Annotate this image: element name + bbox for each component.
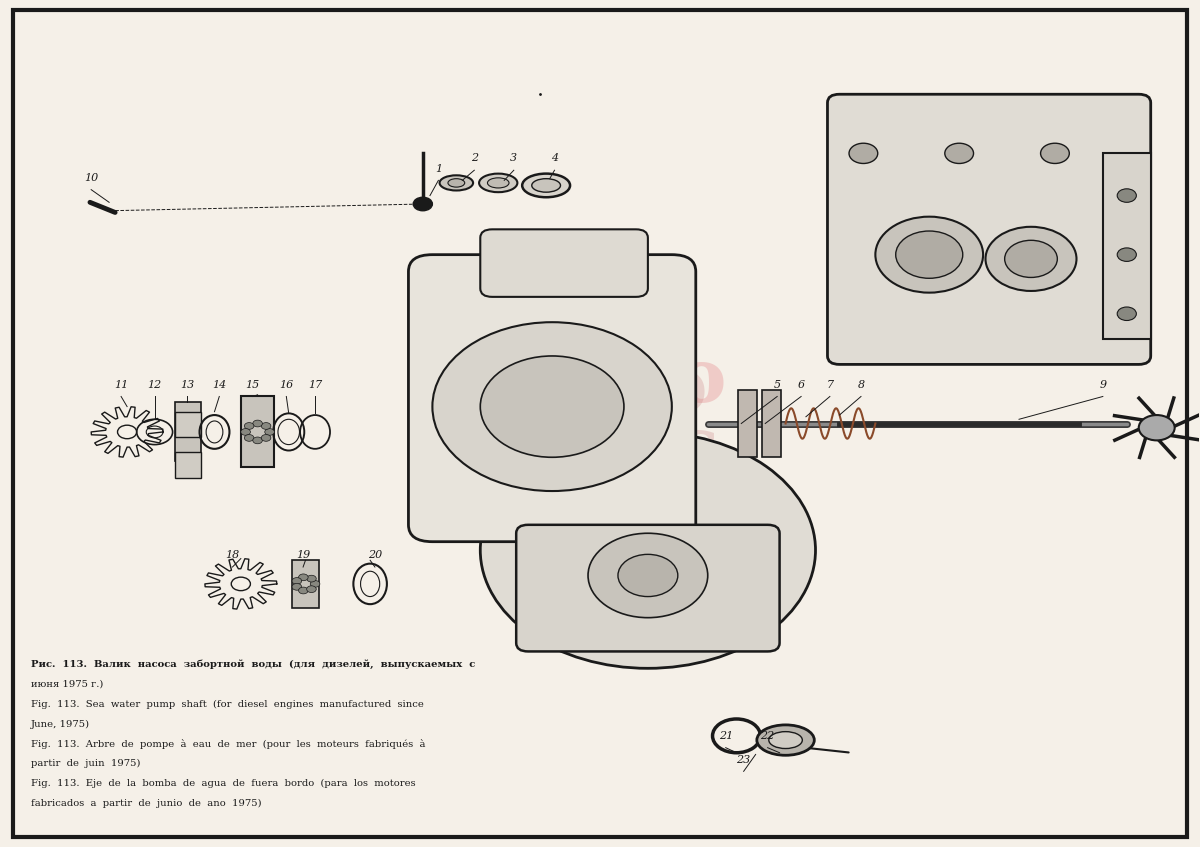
- Circle shape: [618, 554, 678, 596]
- Circle shape: [895, 231, 962, 279]
- Bar: [762, 390, 781, 457]
- Ellipse shape: [769, 732, 803, 749]
- Text: 7: 7: [827, 379, 834, 390]
- Circle shape: [985, 227, 1076, 291]
- Circle shape: [1117, 248, 1136, 262]
- Bar: [738, 390, 757, 457]
- Circle shape: [253, 420, 263, 427]
- Text: 8: 8: [858, 379, 864, 390]
- Circle shape: [262, 423, 271, 429]
- Text: 15: 15: [246, 379, 260, 390]
- Text: 5: 5: [774, 379, 781, 390]
- Circle shape: [299, 574, 308, 581]
- Circle shape: [1139, 415, 1175, 440]
- Text: пресс: пресс: [481, 413, 719, 484]
- FancyBboxPatch shape: [516, 525, 780, 651]
- Circle shape: [253, 437, 263, 444]
- Bar: [241, 396, 275, 468]
- Circle shape: [588, 534, 708, 617]
- Circle shape: [292, 584, 301, 590]
- Circle shape: [245, 435, 254, 441]
- Circle shape: [307, 575, 317, 582]
- Text: partir  de  juin  1975): partir de juin 1975): [31, 759, 140, 768]
- Text: 21: 21: [719, 731, 733, 741]
- Text: 3: 3: [510, 153, 517, 163]
- Text: Рис.  113.  Валик  насоса  забортной  воды  (для  дизелей,  выпускаемых  с: Рис. 113. Валик насоса забортной воды (д…: [31, 660, 475, 669]
- Circle shape: [299, 587, 308, 594]
- Text: 19: 19: [296, 551, 311, 560]
- Text: 16: 16: [280, 379, 294, 390]
- Ellipse shape: [439, 175, 473, 191]
- Text: 10: 10: [84, 173, 98, 183]
- Circle shape: [1117, 189, 1136, 202]
- Circle shape: [1040, 143, 1069, 163]
- Circle shape: [432, 322, 672, 491]
- Text: 2: 2: [470, 153, 478, 163]
- Text: 11: 11: [114, 379, 128, 390]
- Circle shape: [480, 432, 816, 668]
- Text: июня 1975 г.): июня 1975 г.): [31, 680, 103, 689]
- Text: 22: 22: [761, 731, 775, 741]
- Ellipse shape: [479, 174, 517, 192]
- Circle shape: [480, 356, 624, 457]
- Circle shape: [850, 143, 877, 163]
- Text: 13: 13: [180, 379, 194, 390]
- Bar: [1103, 153, 1151, 339]
- Text: 14: 14: [212, 379, 227, 390]
- Ellipse shape: [532, 179, 560, 192]
- Text: Fig.  113.  Eje  de  la  bomba  de  agua  de  fuera  bordo  (para  los  motores: Fig. 113. Eje de la bomba de agua de fue…: [31, 779, 416, 789]
- Circle shape: [875, 217, 983, 293]
- Text: 9: 9: [1099, 379, 1106, 390]
- Text: 20: 20: [367, 551, 382, 560]
- Bar: [293, 560, 319, 607]
- Circle shape: [307, 586, 317, 593]
- Text: 6: 6: [798, 379, 805, 390]
- Circle shape: [944, 143, 973, 163]
- Text: 12: 12: [148, 379, 162, 390]
- Text: 1: 1: [434, 163, 442, 174]
- Ellipse shape: [522, 174, 570, 197]
- Text: 17: 17: [308, 379, 322, 390]
- Text: 4: 4: [551, 153, 558, 163]
- Bar: [175, 402, 202, 462]
- Ellipse shape: [757, 725, 815, 756]
- Ellipse shape: [448, 179, 464, 187]
- Text: Техно: Техно: [445, 352, 707, 428]
- Circle shape: [1117, 307, 1136, 320]
- Text: June, 1975): June, 1975): [31, 720, 90, 728]
- Ellipse shape: [487, 178, 509, 188]
- Circle shape: [245, 423, 254, 429]
- Circle shape: [265, 429, 275, 435]
- FancyBboxPatch shape: [828, 94, 1151, 364]
- Text: 18: 18: [226, 551, 240, 560]
- Text: Fig.  113.  Arbre  de  pompe  à  eau  de  mer  (pour  les  moteurs  fabriqués  à: Fig. 113. Arbre de pompe à eau de mer (p…: [31, 739, 426, 750]
- Circle shape: [311, 580, 320, 587]
- Bar: [175, 412, 202, 437]
- Circle shape: [241, 429, 251, 435]
- FancyBboxPatch shape: [408, 255, 696, 542]
- Circle shape: [292, 578, 301, 584]
- Text: fabricados  a  partir  de  junio  de  ano  1975): fabricados a partir de junio de ano 1975…: [31, 799, 262, 808]
- Circle shape: [262, 435, 271, 441]
- Circle shape: [413, 197, 432, 211]
- FancyBboxPatch shape: [480, 230, 648, 296]
- Bar: [175, 452, 202, 478]
- Circle shape: [1004, 241, 1057, 278]
- Text: 23: 23: [737, 755, 751, 765]
- Text: Техно
пресс: Техно пресс: [473, 345, 727, 502]
- Text: Fig.  113.  Sea  water  pump  shaft  (for  diesel  engines  manufactured  since: Fig. 113. Sea water pump shaft (for dies…: [31, 700, 424, 709]
